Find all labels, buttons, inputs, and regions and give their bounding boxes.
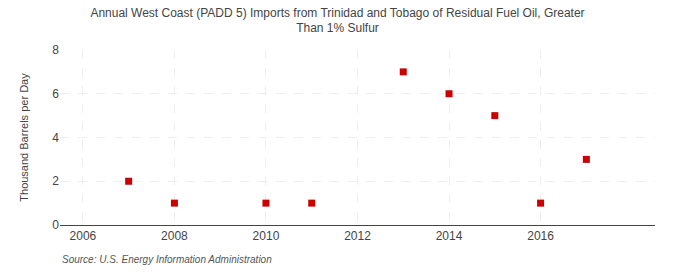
svg-text:2016: 2016 [527, 229, 554, 243]
svg-text:2012: 2012 [344, 229, 371, 243]
svg-text:2006: 2006 [70, 229, 97, 243]
svg-text:0: 0 [52, 218, 59, 232]
svg-text:Annual West Coast (PADD 5) Imp: Annual West Coast (PADD 5) Imports from … [90, 6, 584, 36]
svg-text:Source: U.S. Energy Informatio: Source: U.S. Energy Information Administ… [62, 254, 272, 265]
svg-text:6: 6 [52, 87, 59, 101]
svg-text:2010: 2010 [253, 229, 280, 243]
svg-text:4: 4 [52, 131, 59, 145]
svg-text:2008: 2008 [161, 229, 188, 243]
svg-text:8: 8 [52, 43, 59, 57]
svg-text:Thousand Barrels per Day: Thousand Barrels per Day [18, 73, 30, 202]
svg-text:2: 2 [52, 174, 59, 188]
svg-text:2014: 2014 [436, 229, 463, 243]
